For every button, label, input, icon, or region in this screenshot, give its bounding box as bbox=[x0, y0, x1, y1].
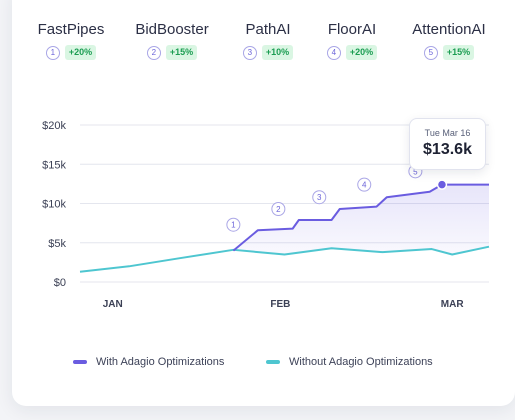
step-number: 5 bbox=[423, 45, 438, 60]
optimization-pathai[interactable]: PathAI 3 +10% bbox=[240, 20, 296, 60]
optimization-marker-label: 3 bbox=[317, 193, 322, 202]
y-tick-label: $5k bbox=[48, 238, 66, 250]
tooltip-date: Tue Mar 16 bbox=[424, 128, 471, 138]
legend-label-with: With Adagio Optimizations bbox=[96, 356, 225, 368]
gain-area bbox=[233, 184, 489, 255]
gain-badge: +20% bbox=[64, 45, 97, 60]
optimization-marker-label: 5 bbox=[413, 167, 418, 176]
optimization-name: AttentionAI bbox=[412, 21, 486, 38]
step-number: 3 bbox=[242, 45, 257, 60]
y-tick-label: $10k bbox=[42, 199, 66, 211]
optimization-marker bbox=[312, 190, 327, 205]
highlight-point bbox=[436, 179, 448, 190]
optimization-name: FastPipes bbox=[37, 21, 105, 38]
optimization-marker bbox=[357, 177, 372, 192]
step-number: 2 bbox=[146, 45, 161, 60]
gain-badge: +10% bbox=[261, 45, 294, 60]
gain-badge: +15% bbox=[442, 45, 475, 60]
chart-tooltip: Tue Mar 16 $13.6k bbox=[409, 118, 486, 170]
step-number: 4 bbox=[326, 45, 341, 60]
optimization-marker-label: 1 bbox=[231, 221, 236, 230]
gain-badge: +20% bbox=[345, 45, 378, 60]
optimization-name: BidBooster bbox=[135, 21, 209, 38]
optimization-marker-label: 2 bbox=[276, 205, 281, 214]
legend-swatch-without bbox=[266, 360, 280, 364]
optimization-bidbooster[interactable]: BidBooster 2 +15% bbox=[135, 20, 209, 60]
chart-legend: With Adagio Optimizations Without Adagio… bbox=[0, 356, 515, 370]
optimization-name: PathAI bbox=[245, 21, 291, 38]
tooltip-value: $13.6k bbox=[423, 141, 472, 158]
series-line-with bbox=[232, 183, 489, 252]
optimization-marker bbox=[271, 201, 286, 216]
legend-label-without: Without Adagio Optimizations bbox=[289, 356, 433, 368]
y-tick-label: $20k bbox=[42, 120, 66, 132]
optimization-marker bbox=[226, 217, 241, 232]
x-tick-label: MAR bbox=[441, 299, 465, 310]
optimization-attentionai[interactable]: AttentionAI 5 +15% bbox=[411, 20, 487, 60]
step-number: 1 bbox=[45, 45, 60, 60]
optimization-floorai[interactable]: FloorAI 4 +20% bbox=[323, 20, 381, 60]
gain-badge: +15% bbox=[165, 45, 198, 60]
legend-item-without[interactable]: Without Adagio Optimizations bbox=[266, 356, 433, 368]
x-tick-label: FEB bbox=[270, 299, 290, 310]
series-line-without bbox=[79, 245, 490, 273]
y-tick-label: $0 bbox=[54, 277, 66, 289]
optimization-marker-label: 4 bbox=[362, 181, 367, 190]
legend-swatch-with bbox=[73, 360, 87, 364]
y-tick-label: $15k bbox=[42, 159, 66, 171]
optimization-name: FloorAI bbox=[327, 21, 377, 38]
x-tick-label: JAN bbox=[103, 299, 123, 310]
legend-item-with[interactable]: With Adagio Optimizations bbox=[73, 356, 224, 368]
optimization-fastpipes[interactable]: FastPipes 1 +20% bbox=[37, 20, 105, 60]
optimizations-row: FastPipes 1 +20% BidBooster 2 +15% PathA… bbox=[0, 0, 515, 70]
